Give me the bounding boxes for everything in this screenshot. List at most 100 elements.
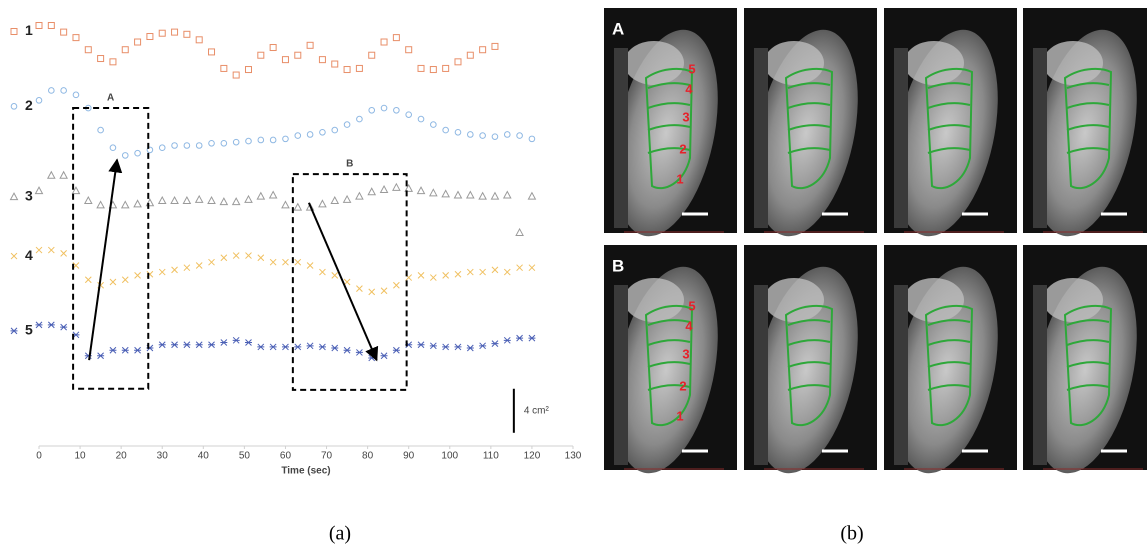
- mri-image: [1023, 8, 1147, 237]
- point: [306, 131, 314, 138]
- point: [120, 200, 130, 209]
- point: [528, 135, 536, 143]
- point: [330, 195, 340, 205]
- point: [134, 38, 142, 46]
- point: [318, 199, 327, 208]
- point: [60, 28, 68, 36]
- point: [331, 60, 339, 68]
- contour: [1066, 102, 1110, 109]
- point: [416, 186, 426, 195]
- contour: [787, 361, 831, 368]
- point: [268, 190, 278, 199]
- scale-bar-label: 4 cm²: [524, 405, 550, 416]
- point: [479, 132, 486, 139]
- point: [157, 195, 167, 205]
- point: [392, 182, 401, 191]
- point: [158, 268, 166, 276]
- point: [269, 136, 277, 144]
- point: [220, 64, 228, 72]
- spine: [1033, 48, 1047, 228]
- x-tick-label: 40: [198, 451, 210, 462]
- point: [232, 71, 240, 79]
- point: [146, 146, 154, 154]
- point: [109, 58, 117, 66]
- contour: [787, 124, 831, 131]
- contour: [647, 339, 691, 346]
- point: [478, 191, 487, 200]
- point: [83, 195, 93, 205]
- point: [46, 170, 56, 179]
- point: [393, 281, 400, 289]
- point: [257, 254, 265, 262]
- point: [294, 51, 302, 59]
- point: [257, 51, 265, 59]
- annotation-label: B: [346, 159, 353, 170]
- point: [355, 349, 363, 356]
- point: [60, 250, 67, 257]
- contour: [924, 67, 974, 190]
- point: [528, 334, 536, 342]
- point: [306, 342, 314, 350]
- legend-marker: [10, 327, 18, 335]
- point: [318, 56, 326, 64]
- contour: [1066, 384, 1110, 391]
- point: [244, 339, 252, 346]
- contour: [1066, 147, 1110, 154]
- point: [133, 199, 142, 208]
- bright-region: [904, 278, 964, 322]
- point: [294, 343, 302, 351]
- point: [121, 46, 129, 54]
- point: [491, 133, 499, 140]
- mri-image: [744, 8, 877, 237]
- point: [466, 344, 474, 352]
- point: [515, 227, 524, 236]
- bright-region: [1043, 278, 1103, 322]
- segment-number: 2: [679, 378, 686, 393]
- point: [294, 132, 302, 139]
- point: [35, 321, 43, 329]
- contour: [927, 339, 971, 346]
- point: [208, 48, 216, 56]
- contour: [927, 361, 971, 368]
- point: [232, 138, 240, 146]
- point: [503, 268, 511, 276]
- contour: [927, 82, 971, 89]
- mri-image: [884, 245, 1017, 474]
- contour: [927, 319, 971, 326]
- contour: [647, 384, 691, 391]
- point: [417, 64, 425, 72]
- point: [355, 64, 363, 72]
- point: [59, 170, 68, 179]
- point: [367, 187, 377, 196]
- segment-number: 4: [685, 318, 693, 333]
- x-tick-label: 120: [524, 451, 541, 462]
- point: [368, 106, 376, 114]
- point: [109, 346, 117, 354]
- annotation-box: [291, 173, 408, 391]
- mri-image: [744, 245, 877, 474]
- x-tick-label: 50: [239, 451, 251, 462]
- contour: [647, 102, 691, 109]
- point: [145, 198, 155, 207]
- mri-image: [1023, 245, 1147, 474]
- point: [47, 22, 55, 30]
- bright-region: [624, 278, 684, 322]
- point: [170, 195, 179, 205]
- point: [208, 258, 215, 266]
- point: [442, 272, 450, 279]
- point: [84, 276, 92, 284]
- point: [47, 246, 55, 254]
- legend-marker: [9, 192, 19, 201]
- point: [392, 346, 400, 354]
- point: [183, 142, 191, 149]
- contour: [787, 384, 831, 391]
- point: [368, 288, 376, 296]
- mri-image: A 5 4 3 2 1: [604, 8, 737, 237]
- point: [294, 258, 302, 266]
- spine: [1033, 285, 1047, 465]
- point: [430, 121, 437, 128]
- point: [245, 137, 252, 145]
- contour: [1066, 361, 1110, 368]
- contour: [927, 124, 971, 131]
- point: [34, 186, 44, 195]
